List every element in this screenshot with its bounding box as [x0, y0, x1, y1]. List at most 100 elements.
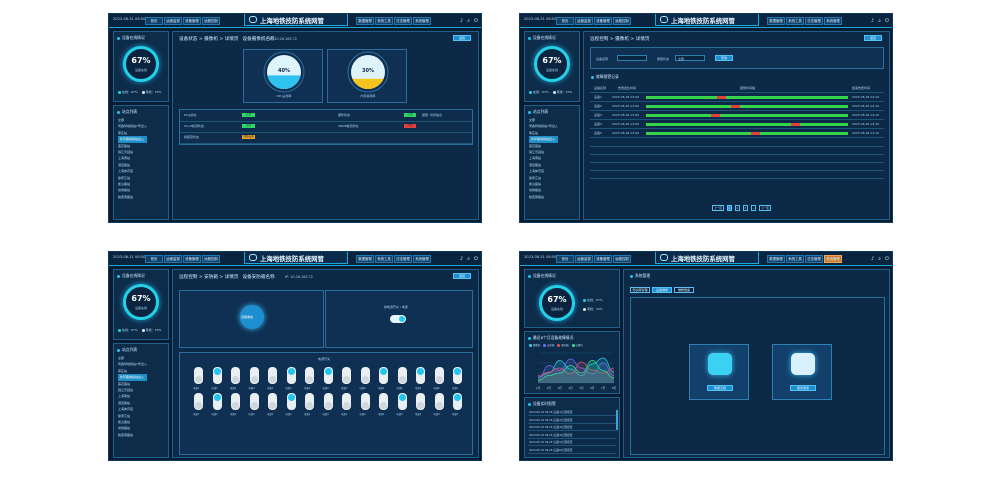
power-switch[interactable]: [323, 367, 333, 384]
nav-tab-0[interactable]: 首页: [145, 17, 163, 25]
station-item[interactable]: 陕西南路站: [118, 194, 134, 199]
bell-icon[interactable]: ♪: [460, 18, 464, 24]
nav-tab-1[interactable]: 运营监视: [575, 17, 593, 25]
nav-tab-0[interactable]: 首页: [556, 255, 574, 263]
station-item[interactable]: 漕宝路站: [118, 162, 131, 167]
nav-tab-3[interactable]: 远程控制: [202, 255, 220, 263]
card1-button[interactable]: 数据迁移: [707, 385, 733, 391]
alarm-item[interactable]: 2023-05-19 09:25 [设备5]出现报警: [529, 441, 573, 444]
station-item[interactable]: 衡山路站: [118, 419, 131, 424]
nav-tab-r2[interactable]: 日志管理: [805, 17, 823, 25]
power-switch[interactable]: [249, 367, 259, 384]
station-item[interactable]: 锦江乐园站: [118, 149, 134, 154]
nav-tab-2[interactable]: 设备管理: [594, 255, 612, 263]
power-icon[interactable]: ⏻: [885, 18, 889, 24]
nav-tab-0[interactable]: 首页: [145, 255, 163, 263]
nav-tab-r3[interactable]: 系统管理: [824, 255, 842, 263]
status-select[interactable]: 全部: [675, 55, 705, 61]
power-switch[interactable]: [453, 367, 462, 384]
power-switch[interactable]: [231, 393, 240, 410]
nav-tab-2[interactable]: 设备管理: [183, 255, 201, 263]
station-item[interactable]: 徐家汇站: [529, 175, 542, 180]
nav-tab-1[interactable]: 运营监视: [164, 255, 182, 263]
station-item[interactable]: 外环路地铁站出入: [118, 374, 147, 381]
station-item[interactable]: 莲花路站: [118, 143, 131, 148]
sys-tab[interactable]: 维修档案: [674, 287, 694, 293]
station-item[interactable]: 上海南站: [529, 156, 542, 161]
power-switch[interactable]: [286, 393, 296, 410]
power-switch[interactable]: [342, 393, 351, 410]
search-icon[interactable]: ⌕: [878, 256, 882, 262]
nav-tab-2[interactable]: 设备管理: [183, 17, 201, 25]
back-button[interactable]: 返回: [864, 35, 882, 41]
nav-tab-r3[interactable]: 系统管理: [824, 17, 842, 25]
station-item[interactable]: 漕宝路站: [118, 400, 131, 405]
remote-restart-button[interactable]: [240, 305, 264, 329]
search-icon[interactable]: ⌕: [878, 18, 882, 24]
nav-tab-r2[interactable]: 日志管理: [394, 17, 412, 25]
station-item[interactable]: 常熟路站: [118, 426, 131, 431]
station-item[interactable]: 外环路地铁站出入: [529, 136, 558, 143]
station-item[interactable]: 常熟路站: [529, 188, 542, 193]
power-switch[interactable]: [360, 393, 370, 410]
card1-tile[interactable]: 数据迁移: [689, 344, 749, 400]
power-switch[interactable]: [249, 393, 259, 410]
station-item[interactable]: 全部: [118, 356, 125, 360]
station-item[interactable]: 锦江乐园站: [118, 387, 134, 392]
power-switch[interactable]: [194, 367, 203, 384]
nav-tab-1[interactable]: 运营监视: [164, 17, 182, 25]
power-switch[interactable]: [212, 393, 222, 410]
station-item[interactable]: 徐家汇站: [118, 175, 131, 180]
power-icon[interactable]: ⏻: [474, 18, 478, 24]
nav-tab-2[interactable]: 设备管理: [594, 17, 612, 25]
page-button[interactable]: ...: [751, 205, 756, 211]
nav-tab-r1[interactable]: 系统工具: [786, 17, 804, 25]
power-switch[interactable]: [212, 367, 222, 384]
power-switch[interactable]: [194, 393, 203, 410]
station-item[interactable]: 陕西南路站: [529, 194, 545, 199]
station-item[interactable]: 司各特地铁站1号出入: [529, 124, 558, 129]
nav-tab-r0[interactable]: 数据管理: [767, 255, 785, 263]
alarm-item[interactable]: 2023-05-19 09:25 [设备2]出现报警: [529, 418, 573, 422]
card2-tile[interactable]: 服务重启: [772, 344, 832, 400]
nav-tab-r0[interactable]: 数据管理: [356, 17, 374, 25]
page-button[interactable]: 上一页: [712, 205, 724, 211]
nav-tab-r0[interactable]: 数据管理: [356, 255, 374, 263]
sys-tab[interactable]: 知识库管理: [630, 287, 650, 293]
bell-icon[interactable]: ♪: [460, 256, 464, 262]
station-item[interactable]: 常熟路站: [118, 188, 131, 193]
alarm-item[interactable]: 2023-05-19 09:25 [设备6]出现报警: [529, 448, 573, 452]
power-switch[interactable]: [342, 367, 351, 384]
power-switch[interactable]: [416, 367, 425, 384]
alarm-item[interactable]: 2023-05-19 09:25 [设备1]出现报警: [529, 411, 573, 414]
alarm-scrollbar[interactable]: [616, 410, 618, 430]
power-switch[interactable]: [231, 367, 240, 384]
nav-tab-r1[interactable]: 系统工具: [786, 255, 804, 263]
power-switch[interactable]: [305, 393, 314, 410]
nav-tab-r0[interactable]: 数据管理: [767, 17, 785, 25]
page-button[interactable]: 下一页: [759, 205, 771, 211]
nav-tab-1[interactable]: 运营监视: [575, 255, 593, 263]
back-button[interactable]: 返回: [453, 35, 471, 41]
nav-tab-0[interactable]: 首页: [556, 17, 574, 25]
power-switch[interactable]: [453, 393, 462, 410]
nav-tab-3[interactable]: 远程控制: [613, 255, 631, 263]
power-toggle[interactable]: [390, 315, 406, 323]
station-item[interactable]: 上海体育馆: [118, 407, 134, 412]
power-icon[interactable]: ⏻: [885, 256, 889, 262]
power-switch[interactable]: [305, 367, 314, 384]
station-item[interactable]: 莘庄站: [529, 130, 539, 135]
search-icon[interactable]: ⌕: [467, 18, 471, 24]
station-item[interactable]: 上海南站: [118, 156, 131, 161]
power-switch[interactable]: [397, 367, 407, 384]
page-button[interactable]: 1: [727, 205, 732, 211]
power-switch[interactable]: [416, 393, 425, 410]
station-item[interactable]: 全部: [529, 118, 536, 122]
station-item[interactable]: 上海体育馆: [529, 169, 545, 174]
station-item[interactable]: 陕西南路站: [118, 432, 134, 437]
station-item[interactable]: 全部: [118, 118, 125, 122]
power-switch[interactable]: [379, 367, 388, 384]
alarm-item[interactable]: 2023-05-19 09:25 [设备3]出现报警: [529, 426, 573, 429]
power-switch[interactable]: [434, 393, 444, 410]
search-icon[interactable]: ⌕: [467, 256, 471, 262]
